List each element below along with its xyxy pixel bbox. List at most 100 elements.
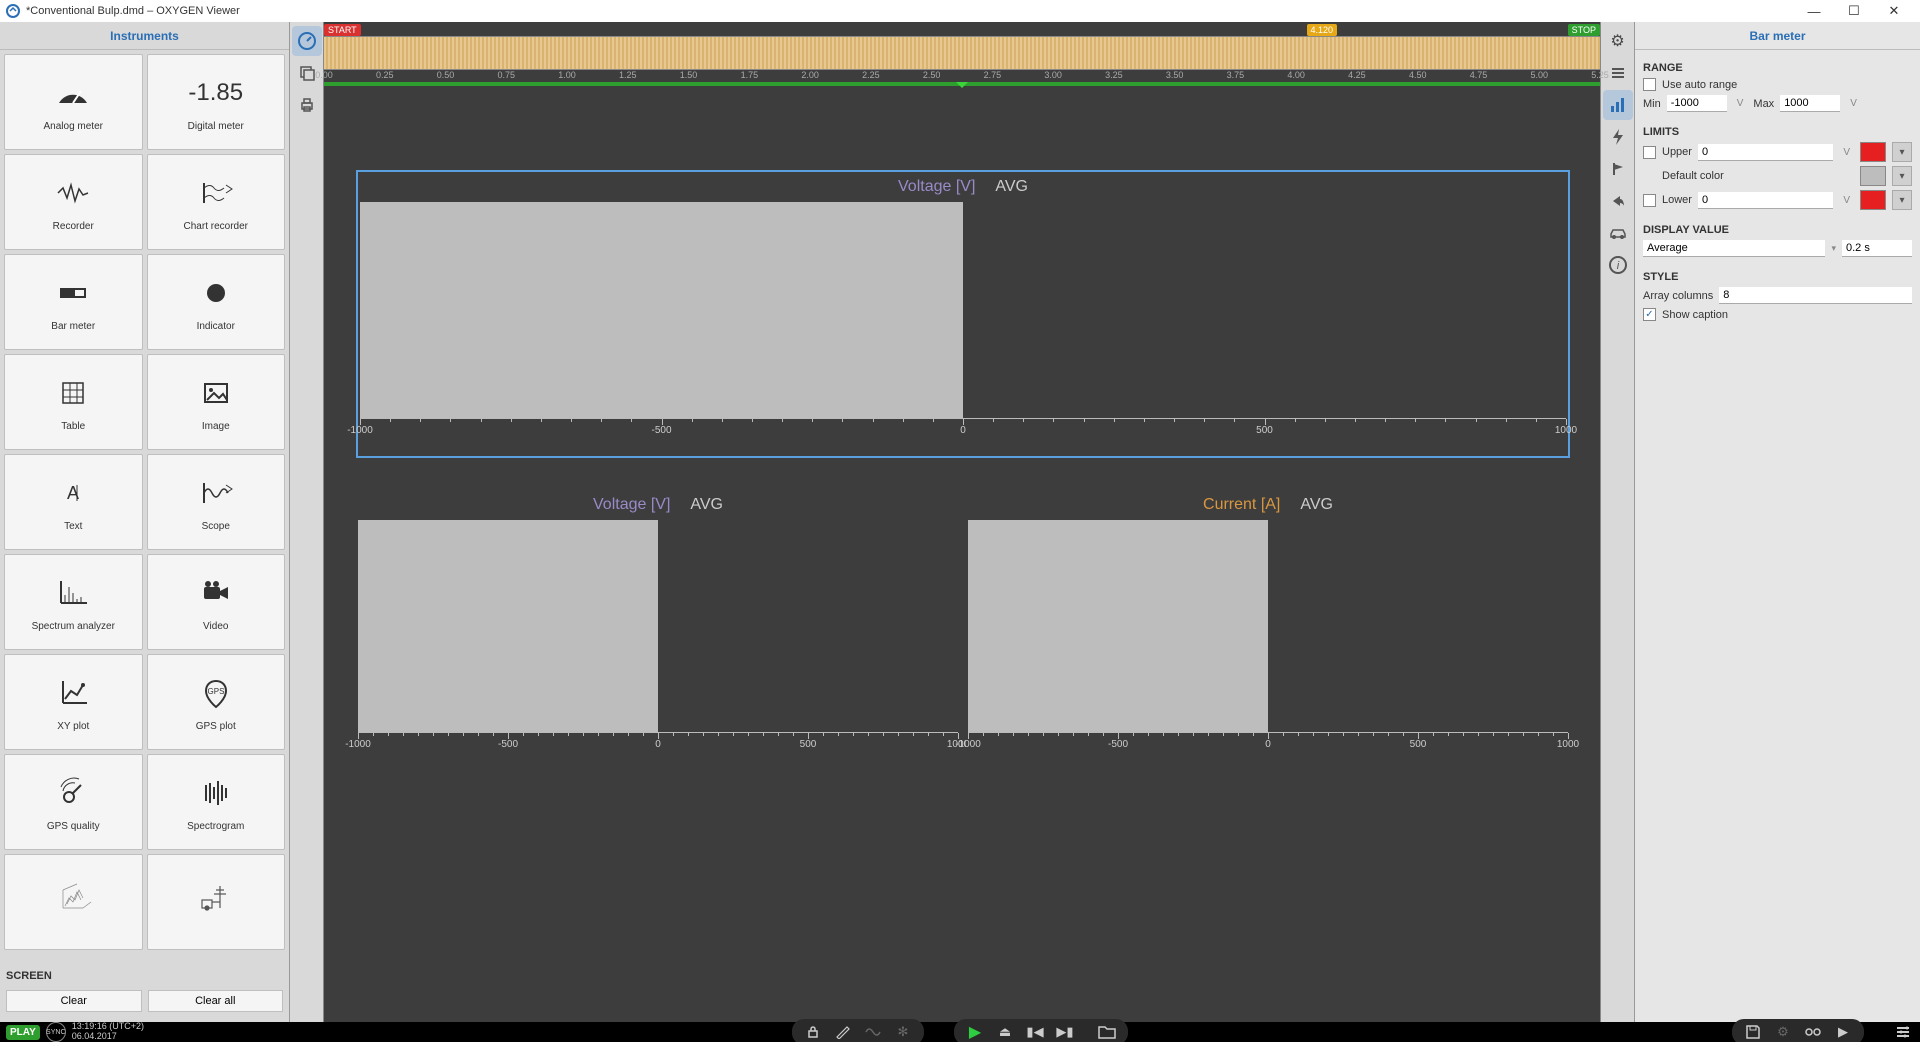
array-columns-label: Array columns [1643,290,1713,302]
default-color-dropdown[interactable]: ▾ [1892,166,1912,186]
instrument-tile-gps-quality[interactable]: GPS quality [4,754,143,850]
gear2-icon[interactable]: ⚙ [1772,1021,1794,1042]
eject-icon[interactable]: ⏏ [994,1021,1016,1042]
tune-icon[interactable] [1802,1021,1824,1042]
lock-icon[interactable] [802,1021,824,1042]
print-page-icon[interactable] [292,90,322,120]
instruments-grid: Analog meter-1.85Digital meterRecorderCh… [0,50,289,960]
upper-color-dropdown[interactable]: ▾ [1892,142,1912,162]
instrument-tile-scope[interactable]: Scope [147,454,286,550]
auto-range-checkbox[interactable] [1643,78,1656,91]
lower-color-dropdown[interactable]: ▾ [1892,190,1912,210]
instrument-tile-bar-meter[interactable]: Bar meter [4,254,143,350]
widget-channel-label: Voltage [V] [898,178,975,195]
clear-all-button[interactable]: Clear all [148,990,284,1012]
instrument-tile-spectrogram[interactable]: Spectrogram [147,754,286,850]
instrument-tile-video[interactable]: Video [147,554,286,650]
display-time-input[interactable] [1842,240,1912,257]
indicator-icon [196,273,236,313]
upper-label: Upper [1662,146,1692,158]
bar-meter-widget[interactable]: Current [A]AVG -1000-50005001000 [966,490,1570,770]
menu-icon[interactable] [1892,1021,1914,1042]
tile-label: Scope [202,521,230,532]
instrument-tile-xy-plot[interactable]: XY plot [4,654,143,750]
min-unit: V [1733,98,1748,109]
tile-label: Image [202,421,230,432]
app-icon [6,4,20,18]
upper-input[interactable] [1698,144,1833,161]
tile-label: XY plot [57,721,89,732]
tile-label: Indicator [197,321,235,332]
max-label: Max [1753,98,1774,110]
window-titlebar: *Conventional Bulp.dmd – OXYGEN Viewer —… [0,0,1920,22]
ruler-icon[interactable] [832,1021,854,1042]
upper-unit: V [1839,147,1854,158]
next-icon[interactable]: ▶▮ [1054,1021,1076,1042]
sync-badge[interactable]: SYNC [46,1022,66,1042]
wave-tool-icon[interactable] [862,1021,884,1042]
car-icon[interactable] [1603,218,1633,248]
tile-label: Text [64,521,82,532]
snowflake-icon[interactable]: ✻ [892,1021,914,1042]
array-columns-input[interactable] [1719,287,1912,304]
bolt-icon[interactable] [1603,122,1633,152]
share-icon[interactable] [1603,186,1633,216]
sidebar-strip-right: ⚙ i [1600,22,1634,1022]
bottom-bar: PLAY SYNC 13:19:16 (UTC+2) 06.04.2017 ✻ … [0,1022,1920,1042]
close-button[interactable]: ✕ [1874,1,1914,21]
table-icon [53,373,93,413]
clear-button[interactable]: Clear [6,990,142,1012]
gpsq-icon [53,773,93,813]
instrument-tile-gps-plot[interactable]: GPSGPS plot [147,654,286,750]
play2-icon[interactable]: ▶ [1832,1021,1854,1042]
instrument-tile-spectrum-analyzer[interactable]: Spectrum analyzer [4,554,143,650]
lower-checkbox[interactable] [1643,194,1656,207]
auto-range-label: Use auto range [1662,79,1737,91]
barmeter-props-icon[interactable] [1603,90,1633,120]
settings-icon[interactable]: ⚙ [1603,26,1633,56]
instrument-tile-indicator[interactable]: Indicator [147,254,286,350]
minimize-button[interactable]: — [1794,1,1834,21]
instrument-tile-mesh[interactable] [4,854,143,950]
timeline[interactable]: START STOP 4.120 0.000.250.500.751.001.2… [324,22,1600,82]
instrument-tile-power[interactable] [147,854,286,950]
instrument-tile-digital-meter[interactable]: -1.85Digital meter [147,54,286,150]
instrument-tile-text[interactable]: A Text [4,454,143,550]
instrument-tile-chart-recorder[interactable]: Chart recorder [147,154,286,250]
min-input[interactable] [1667,95,1727,112]
prev-icon[interactable]: ▮◀ [1024,1021,1046,1042]
maximize-button[interactable]: ☐ [1834,1,1874,21]
flag-icon[interactable] [1603,154,1633,184]
mesh-icon [53,878,93,918]
text-icon: A [53,473,93,513]
instrument-tile-image[interactable]: Image [147,354,286,450]
default-color-label: Default color [1662,170,1724,182]
display-mode-select[interactable] [1643,240,1825,257]
instrument-tile-table[interactable]: Table [4,354,143,450]
instrument-tile-analog-meter[interactable]: Analog meter [4,54,143,150]
tile-label: GPS quality [47,821,100,832]
gauge-page-icon[interactable] [292,26,322,56]
max-input[interactable] [1780,95,1840,112]
upper-checkbox[interactable] [1643,146,1656,159]
scope-icon [196,473,236,513]
show-caption-checkbox[interactable] [1643,308,1656,321]
lower-input[interactable] [1698,192,1833,209]
bar-meter-widget[interactable]: Voltage [V]AVG -1000-50005001000 [356,170,1570,458]
timeline-strip[interactable] [324,36,1600,70]
info-icon[interactable]: i [1603,250,1633,280]
save-icon[interactable] [1742,1021,1764,1042]
lower-color-swatch[interactable] [1860,190,1886,210]
default-color-swatch[interactable] [1860,166,1886,186]
upper-color-swatch[interactable] [1860,142,1886,162]
folder-icon[interactable] [1096,1021,1118,1042]
play-status-badge[interactable]: PLAY [6,1025,40,1040]
instrument-tile-recorder[interactable]: Recorder [4,154,143,250]
play-icon[interactable]: ▶ [964,1021,986,1042]
spectro-icon [196,773,236,813]
widget-agg-label: AVG [995,178,1028,195]
bar-meter-widget[interactable]: Voltage [V]AVG -1000-50005001000 [356,490,960,770]
timeline-marker[interactable]: 4.120 [1307,24,1338,36]
tile-label: Bar meter [51,321,95,332]
power-icon [196,878,236,918]
